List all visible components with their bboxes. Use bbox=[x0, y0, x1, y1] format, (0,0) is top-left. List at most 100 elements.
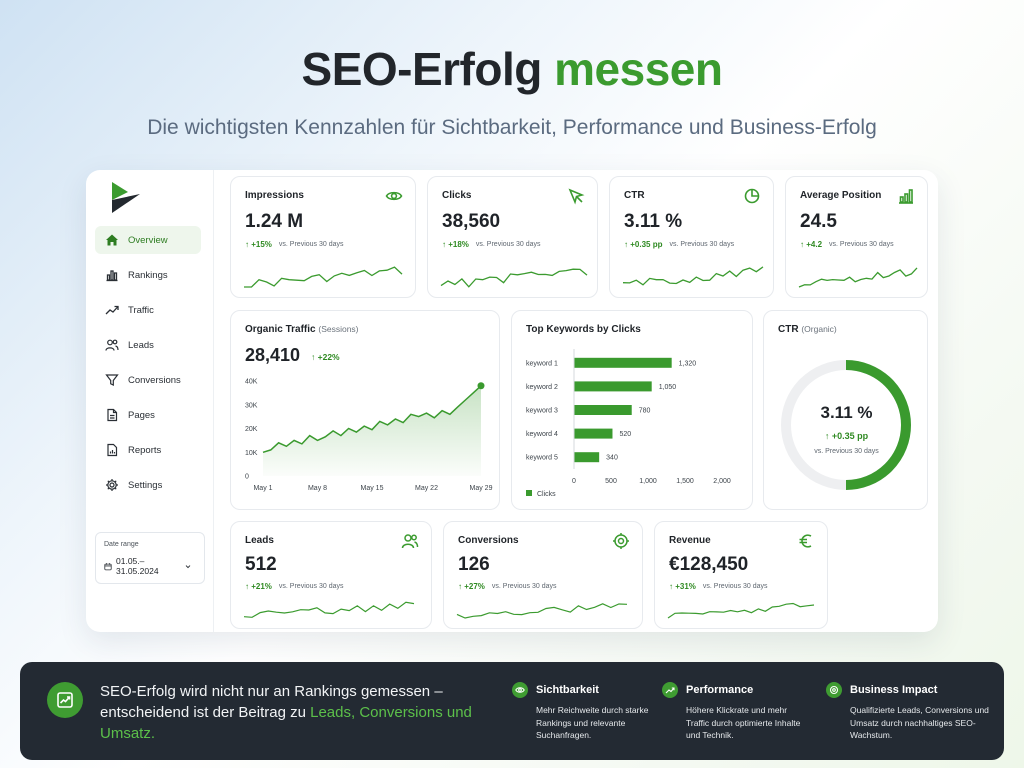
bar bbox=[574, 357, 672, 368]
ctr-donut-note: vs. Previous 30 days bbox=[814, 448, 879, 455]
footer-message: SEO-Erfolg wird nicht nur an Rankings ge… bbox=[100, 683, 472, 742]
kpi-value: 512 bbox=[245, 554, 277, 575]
last-point bbox=[477, 382, 485, 390]
kpi-title: Conversions bbox=[458, 535, 519, 546]
ctr-donut-chart bbox=[781, 360, 911, 490]
sidebar-item-conversions[interactable]: Conversions bbox=[95, 366, 201, 394]
x-tick-label: 2,000 bbox=[713, 478, 731, 485]
footer-col-title: Performance bbox=[686, 684, 754, 696]
kpi-delta: ↑ +27% bbox=[458, 582, 485, 591]
bar-chart-icon bbox=[105, 268, 119, 282]
kpi-note: vs. Previous 30 days bbox=[702, 583, 768, 590]
sparkline bbox=[456, 603, 628, 619]
x-tick-label: May 29 bbox=[470, 485, 493, 492]
sidebar-nav: Overview Rankings Traffic Leads Conversi… bbox=[95, 226, 201, 506]
ctr-donut-value: 3.11 % bbox=[820, 403, 873, 422]
target-icon bbox=[612, 532, 630, 550]
sidebar-item-settings[interactable]: Settings bbox=[95, 471, 201, 499]
bar-value-label: 520 bbox=[619, 431, 631, 438]
kpi-delta: ↑ +4.2 bbox=[800, 240, 823, 249]
category-label: keyword 1 bbox=[526, 360, 558, 367]
kpi-title: Average Position bbox=[800, 190, 882, 201]
kpi-note: vs. Previous 30 days bbox=[491, 583, 557, 590]
sidebar-item-label: Conversions bbox=[128, 374, 181, 386]
kpi-note: vs. Previous 30 days bbox=[669, 241, 735, 248]
kpi-card-ctr[interactable]: CTR 3.11 % ↑ +0.35 pp vs. Previous 30 day… bbox=[609, 176, 774, 298]
bar-value-label: 340 bbox=[606, 455, 618, 462]
bar bbox=[574, 405, 632, 415]
bar bbox=[574, 381, 652, 392]
category-label: keyword 4 bbox=[526, 431, 558, 438]
sidebar-item-label: Overview bbox=[128, 234, 168, 246]
kpi-delta: ↑ +18% bbox=[442, 240, 469, 249]
date-range-value: 01.05.–31.05.2024 bbox=[116, 556, 159, 576]
legend-swatch bbox=[526, 490, 532, 496]
x-tick-label: 0 bbox=[572, 478, 576, 485]
organic-traffic-chart: 0 10K 20K 30K 40K May 1 May 8 May 15 May 22 May 2… bbox=[245, 379, 493, 493]
kpi-card-clicks[interactable]: Clicks 38,560 ↑ +18% vs. Previous 30 days bbox=[427, 176, 598, 298]
sidebar-item-pages[interactable]: Pages bbox=[95, 401, 201, 429]
footer-message-accent: Leads, Conversions und Umsatz. bbox=[100, 704, 472, 742]
ctr-organic-card[interactable]: CTR (Organic) 3.11 % ↑ +0.35 pp vs. Prev… bbox=[763, 310, 928, 510]
kpi-note: vs. Previous 30 days bbox=[829, 241, 894, 248]
bar-value-label: 1,320 bbox=[679, 360, 697, 367]
x-tick-label: May 8 bbox=[308, 485, 327, 492]
kpi-note: vs. Previous 30 days bbox=[278, 241, 344, 248]
sidebar-item-label: Settings bbox=[128, 479, 163, 491]
kpi-card-average-position[interactable]: Average Position 24.5 ↑ +4.2 vs. Previous… bbox=[785, 176, 928, 298]
sparkline bbox=[622, 266, 764, 286]
dashboard: Overview Rankings Traffic Leads Conversi… bbox=[86, 170, 938, 632]
report-icon bbox=[105, 443, 119, 457]
kpi-value: 126 bbox=[458, 554, 490, 575]
kpi-delta: ↑ +31% bbox=[669, 582, 696, 591]
organic-traffic-card[interactable]: Organic Traffic (Sessions) 28,410 ↑ +22%… bbox=[230, 310, 500, 510]
users-icon bbox=[105, 338, 119, 352]
sidebar-item-leads[interactable]: Leads bbox=[95, 331, 201, 359]
date-range-label: Date range bbox=[104, 541, 139, 548]
x-tick-label: May 1 bbox=[253, 485, 272, 492]
sidebar-item-overview[interactable]: Overview bbox=[95, 226, 201, 254]
kpi-card-impressions[interactable]: Impressions 1.24 M ↑ +15% vs. Previous 30… bbox=[230, 176, 416, 298]
sidebar-item-rankings[interactable]: Rankings bbox=[95, 261, 201, 289]
organic-traffic-value: 28,410 bbox=[245, 345, 301, 365]
kpi-card-revenue[interactable]: Revenue €128,450 ↑ +31% vs. Previous 30 d… bbox=[654, 521, 828, 629]
eye-icon bbox=[512, 682, 528, 698]
kpi-card-leads[interactable]: Leads 512 ↑ +21% vs. Previous 30 days bbox=[230, 521, 432, 629]
target-percent-icon bbox=[743, 187, 761, 205]
footer-col-desc: Qualifizierte Leads, Conversions und Ums… bbox=[850, 705, 989, 740]
x-tick-label: 500 bbox=[605, 478, 617, 485]
kpi-delta: ↑ +0.35 pp bbox=[624, 240, 663, 249]
sidebar-item-label: Leads bbox=[128, 339, 154, 351]
y-tick-label: 30K bbox=[245, 402, 258, 409]
top-keywords-chart: keyword 1 1,320 keyword 2 1,050 keyword 3 780… bbox=[526, 349, 731, 498]
kpi-card-conversions[interactable]: Conversions 126 ↑ +27% vs. Previous 30 da… bbox=[443, 521, 643, 629]
kpi-note: vs. Previous 30 days bbox=[278, 583, 344, 590]
sidebar-item-reports[interactable]: Reports bbox=[95, 436, 201, 464]
kpi-note: vs. Previous 30 days bbox=[475, 241, 541, 248]
footer-col-sichtbarkeit: Sichtbarkeit Mehr Reichweite durch stark… bbox=[512, 682, 672, 742]
home-icon bbox=[105, 233, 119, 247]
footer-col-performance: Performance Höhere Klickrate und mehr Tr… bbox=[662, 682, 822, 742]
sparkline bbox=[243, 601, 415, 618]
sidebar-item-traffic[interactable]: Traffic bbox=[95, 296, 201, 324]
bar-chart-icon bbox=[897, 187, 915, 205]
x-tick-label: 1,500 bbox=[676, 478, 694, 485]
target-icon bbox=[826, 682, 842, 698]
gear-icon bbox=[105, 478, 119, 492]
bar-value-label: 1,050 bbox=[659, 384, 677, 391]
hero-subtitle: Die wichtigsten Kennzahlen für Sichtbark… bbox=[147, 116, 877, 139]
top-keywords-card[interactable]: Top Keywords by Clicks keyword 1 1,320 key… bbox=[511, 310, 753, 510]
sparkline bbox=[667, 602, 815, 619]
sidebar-item-label: Pages bbox=[128, 409, 155, 421]
footer-col-title: Sichtbarkeit bbox=[536, 684, 599, 696]
kpi-title: CTR bbox=[624, 190, 645, 201]
sidebar-item-label: Traffic bbox=[128, 304, 154, 316]
ctr-donut-delta: ↑ +0.35 pp bbox=[824, 431, 869, 441]
date-range-picker[interactable]: Date range 01.05.–31.05.2024 bbox=[95, 532, 205, 584]
kpi-value: 24.5 bbox=[800, 211, 837, 232]
kpi-value: 38,560 bbox=[442, 211, 501, 232]
hero-title: SEO-Erfolg messen bbox=[0, 42, 1024, 96]
y-tick-label: 0 bbox=[245, 474, 249, 481]
y-tick-label: 10K bbox=[245, 450, 258, 457]
series-line bbox=[262, 385, 482, 454]
